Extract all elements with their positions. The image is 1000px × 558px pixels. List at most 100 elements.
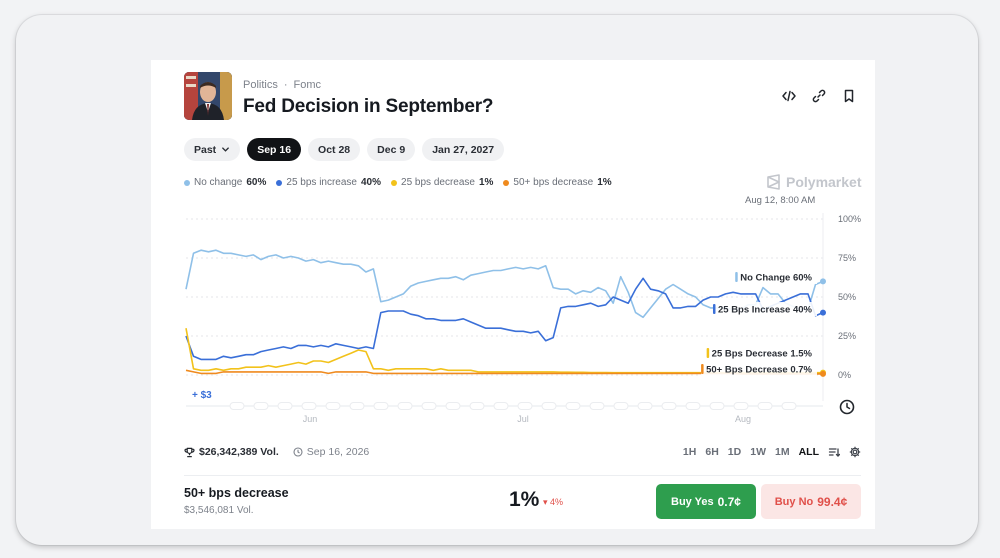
legend-dot: [503, 179, 510, 186]
x-axis-handle: [565, 402, 581, 410]
price-chart[interactable]: Jun Jul Aug 100% 75% 50% 25% 0% No Change 60% 2…: [151, 205, 875, 430]
series-end-label-3: 50+ Bps Decrease 0.7%: [701, 362, 817, 376]
chart-end-labels: No Change 60% 25 Bps Increase 40% 25 Bps D…: [701, 270, 817, 376]
section-divider: [184, 475, 861, 476]
x-axis-handle: [469, 402, 485, 410]
legend-label: No change: [194, 177, 243, 188]
legend-value: 40%: [361, 177, 382, 188]
buy-yes-button[interactable]: Buy Yes 0.7¢: [656, 484, 756, 519]
link-icon[interactable]: [811, 88, 827, 104]
clock-icon[interactable]: [839, 399, 855, 415]
legend-value: 60%: [246, 177, 267, 188]
range-1w[interactable]: 1W: [750, 446, 766, 458]
series-end-dot-0: [820, 278, 826, 285]
buy-yes-label: Buy Yes: [671, 495, 714, 508]
series-end-dot-3: [820, 370, 826, 377]
embed-code-icon[interactable]: [781, 88, 797, 104]
x-axis-handle: [637, 402, 653, 410]
range-1m[interactable]: 1M: [774, 446, 790, 458]
breadcrumb-category[interactable]: Politics: [243, 79, 278, 91]
x-axis-handle: [589, 402, 605, 410]
end-label-marker: [735, 272, 738, 282]
chevron-down-icon: [222, 147, 230, 152]
series-end-dot-1: [820, 309, 826, 316]
buy-no-label: Buy No: [774, 495, 814, 508]
tab-dec-9[interactable]: Dec 9: [367, 138, 416, 161]
end-label-text: 25 Bps Decrease 1.5%: [712, 349, 813, 360]
buy-yes-price: 0.7¢: [717, 494, 741, 509]
legend-value: 1%: [597, 177, 612, 188]
change-value: 4%: [550, 497, 564, 507]
legend-dot: [391, 179, 398, 186]
clock-small-icon: [293, 447, 303, 457]
tab-label: Sep 16: [257, 143, 292, 156]
buy-no-button[interactable]: Buy No 99.4¢: [761, 484, 861, 519]
chart-timestamp: Aug 12, 8:00 AM: [745, 195, 816, 206]
polymarket-logo-icon: [767, 174, 780, 190]
end-date: Sep 16, 2026: [293, 446, 369, 458]
series-end-label-0: No Change 60%: [735, 270, 817, 284]
range-all[interactable]: ALL: [798, 446, 819, 458]
tab-label: Oct 28: [318, 143, 351, 156]
range-1h[interactable]: 1H: [682, 446, 697, 458]
x-axis-handle: [397, 402, 413, 410]
range-1d[interactable]: 1D: [727, 446, 742, 458]
tab-jan-27-2027[interactable]: Jan 27, 2027: [422, 138, 505, 161]
outcome-probability: 1%: [509, 488, 540, 511]
outcome-change: ▾ 4%: [543, 497, 563, 508]
breadcrumb-separator: ·: [283, 79, 288, 91]
market-avatar: [184, 72, 232, 120]
x-axis-handle: [349, 402, 365, 410]
x-axis-handle: [253, 402, 269, 410]
end-label-marker: [706, 348, 710, 358]
outcome-name: 50+ bps decrease: [184, 486, 289, 500]
chart-y-axis: 100% 75% 50% 25% 0%: [838, 214, 861, 380]
volume-value: $26,342,389 Vol.: [199, 446, 279, 458]
breadcrumb-subcategory[interactable]: Fomc: [293, 79, 322, 91]
series-end-label-2: 25 Bps Decrease 1.5%: [706, 346, 817, 360]
total-volume: $26,342,389 Vol.: [184, 446, 279, 458]
x-axis-handle: [709, 402, 725, 410]
legend-label: 25 bps decrease: [401, 177, 475, 188]
y-tick-label: 50%: [838, 292, 856, 302]
y-tick-label: 0%: [838, 370, 851, 380]
x-axis-handle: [541, 402, 557, 410]
tab-label: Jan 27, 2027: [432, 143, 495, 156]
legend-label: 50+ bps decrease: [513, 177, 594, 188]
time-range-selector: 1H 6H 1D 1W 1M ALL: [683, 446, 861, 458]
window-frame: Politics · Fomc Fed Decision in Septembe…: [16, 15, 978, 545]
chart-legend: No change 60% 25 bps increase 40% 25 bps…: [184, 177, 612, 188]
end-label-bg: [706, 346, 817, 360]
x-axis-handle: [421, 402, 437, 410]
range-6h[interactable]: 6H: [705, 446, 719, 458]
bookmark-icon[interactable]: [841, 88, 857, 104]
x-axis-handle: [325, 402, 341, 410]
tab-past[interactable]: Past: [184, 138, 241, 161]
gear-icon[interactable]: [849, 446, 861, 458]
end-label-bg: [701, 362, 817, 376]
x-axis-handle: [613, 402, 629, 410]
down-arrow-icon: ▾: [543, 497, 548, 507]
chart-x-axis: Jun Jul Aug: [186, 402, 823, 424]
x-axis-handle: [493, 402, 509, 410]
x-axis-handle: [277, 402, 293, 410]
chart-footer: $26,342,389 Vol. Sep 16, 2026 1H 6H 1D 1…: [184, 446, 861, 458]
x-axis-handle: [733, 402, 749, 410]
sort-filter-icon[interactable]: [828, 446, 840, 458]
legend-dot: [276, 179, 283, 186]
y-tick-label: 100%: [838, 214, 861, 224]
polymarket-watermark: Polymarket: [766, 174, 861, 190]
x-axis-handle: [757, 402, 773, 410]
tab-sep-16[interactable]: Sep 16: [247, 138, 302, 161]
end-label-bg: [712, 302, 817, 316]
x-axis-handle: [229, 402, 245, 410]
end-label-marker: [701, 364, 704, 374]
chart-annotation: + $3: [192, 390, 212, 401]
end-label-bg: [735, 270, 817, 284]
outcome-volume: $3,546,081 Vol.: [184, 505, 254, 516]
tab-label: Dec 9: [377, 143, 406, 156]
end-label-text: 50+ Bps Decrease 0.7%: [706, 365, 812, 376]
legend-label: 25 bps increase: [286, 177, 357, 188]
tab-oct-28[interactable]: Oct 28: [308, 138, 361, 161]
market-card: Politics · Fomc Fed Decision in Septembe…: [151, 60, 875, 529]
